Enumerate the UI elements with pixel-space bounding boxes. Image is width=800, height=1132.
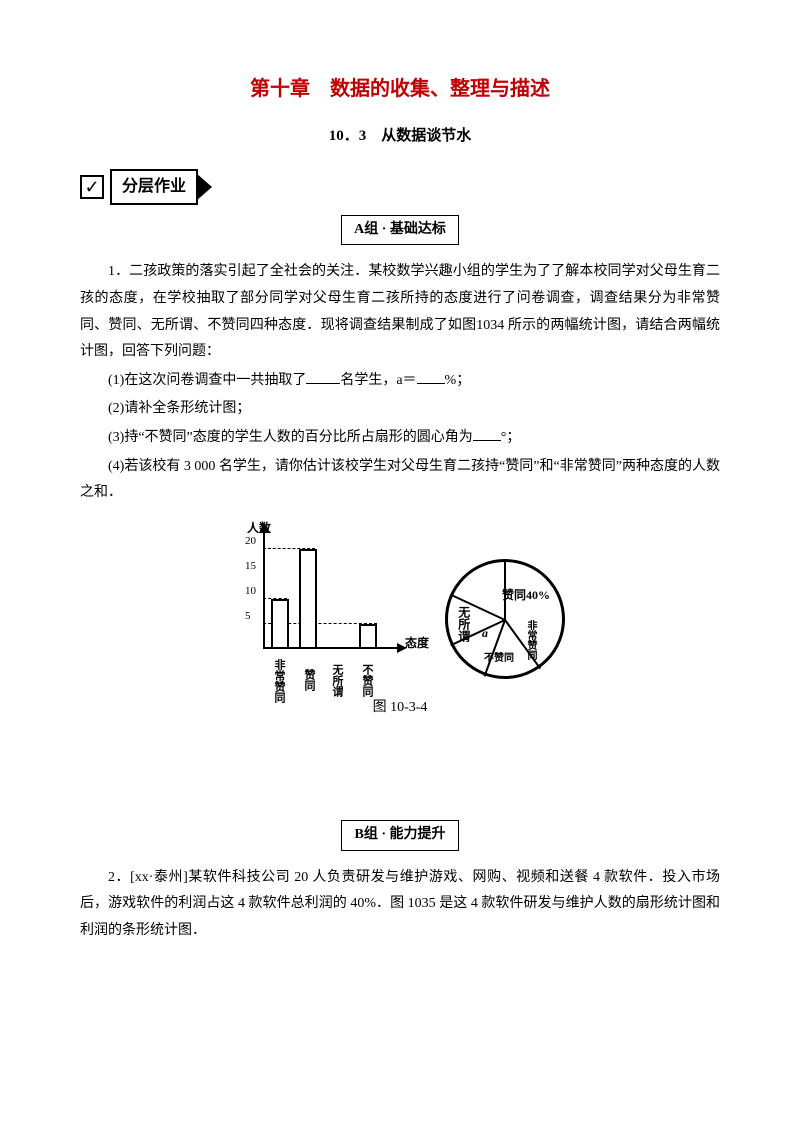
q1-s1: (1)在这次问卷调查中一共抽取了 名学生，a＝ %； [80,368,720,395]
group-a-row: A组 · 基础达标 [80,215,720,246]
group-b-label: B组 · 能力提升 [341,820,458,851]
cat-1: 非常赞同 [273,659,284,703]
bar-zantong [299,549,317,649]
pie-lab-wusuowei: 无所谓 [452,606,475,642]
arrow-icon [196,173,212,201]
q1-s4: (4)若该校有 3 000 名学生，请你估计该校学生对父母生育二孩持“赞同”和“… [80,454,720,507]
bar-buzantong [359,624,377,649]
q1-s2: (2)请补全条形统计图； [80,396,720,423]
pie-lab-buzantong: 不赞同 [484,649,514,668]
section-tag-label: 分层作业 [110,169,198,205]
blank-3 [473,426,501,441]
figure-caption: 图 10-3-4 [80,695,720,722]
cat-2: 赞同 [303,669,314,691]
charts-container: 人数 态度 5 10 15 20 非常赞同 赞同 无所谓 不赞同 [235,519,565,679]
bar-feichang [271,599,289,649]
group-a-label: A组 · 基础达标 [341,215,459,246]
pie-chart: 赞同40% 无所谓 a 非常赞同 不赞同 [445,559,565,679]
q1-s3b: °； [501,430,521,445]
figure-row: 人数 态度 5 10 15 20 非常赞同 赞同 无所谓 不赞同 [80,519,720,690]
pie-lab-a: a [482,622,488,645]
arrow-right-icon [397,643,407,653]
section-subtitle: 10．3 从数据谈节水 [80,122,720,151]
q1-s1a: (1)在这次问卷调查中一共抽取了 [108,373,306,388]
checkbox-icon: ✓ [80,175,104,199]
q1-s3: (3)持“不赞同”态度的学生人数的百分比所占扇形的圆心角为 °； [80,425,720,452]
blank-2 [417,368,445,383]
cat-3: 无所谓 [331,664,342,697]
ytick-15: 15 [245,556,256,577]
pie-lab-zantong: 赞同40% [502,584,550,607]
blank-1 [306,368,340,383]
spacer [80,762,720,812]
x-axis-label: 态度 [405,632,429,655]
pie-lab-feichang: 非常赞同 [521,620,540,660]
chapter-title: 第十章 数据的收集、整理与描述 [80,70,720,108]
section-tag-row: ✓ 分层作业 [80,169,720,205]
q1-s3a: (3)持“不赞同”态度的学生人数的百分比所占扇形的圆心角为 [108,430,473,445]
arrow-up-icon [259,523,269,533]
group-b-row: B组 · 能力提升 [80,820,720,851]
q1-s1c: %； [445,373,471,388]
bar-chart: 人数 态度 5 10 15 20 非常赞同 赞同 无所谓 不赞同 [235,519,405,679]
ytick-5: 5 [245,606,251,627]
q1-body: 1．二孩政策的落实引起了全社会的关注．某校数学兴趣小组的学生为了了解本校同学对父… [80,259,720,365]
q2-body: 2．[xx·泰州]某软件科技公司 20 人负责研发与维护游戏、网购、视频和送餐 … [80,865,720,945]
ytick-20: 20 [245,531,256,552]
cat-4: 不赞同 [361,664,372,697]
ytick-10: 10 [245,581,256,602]
q1-s1b: 名学生，a＝ [340,373,416,388]
